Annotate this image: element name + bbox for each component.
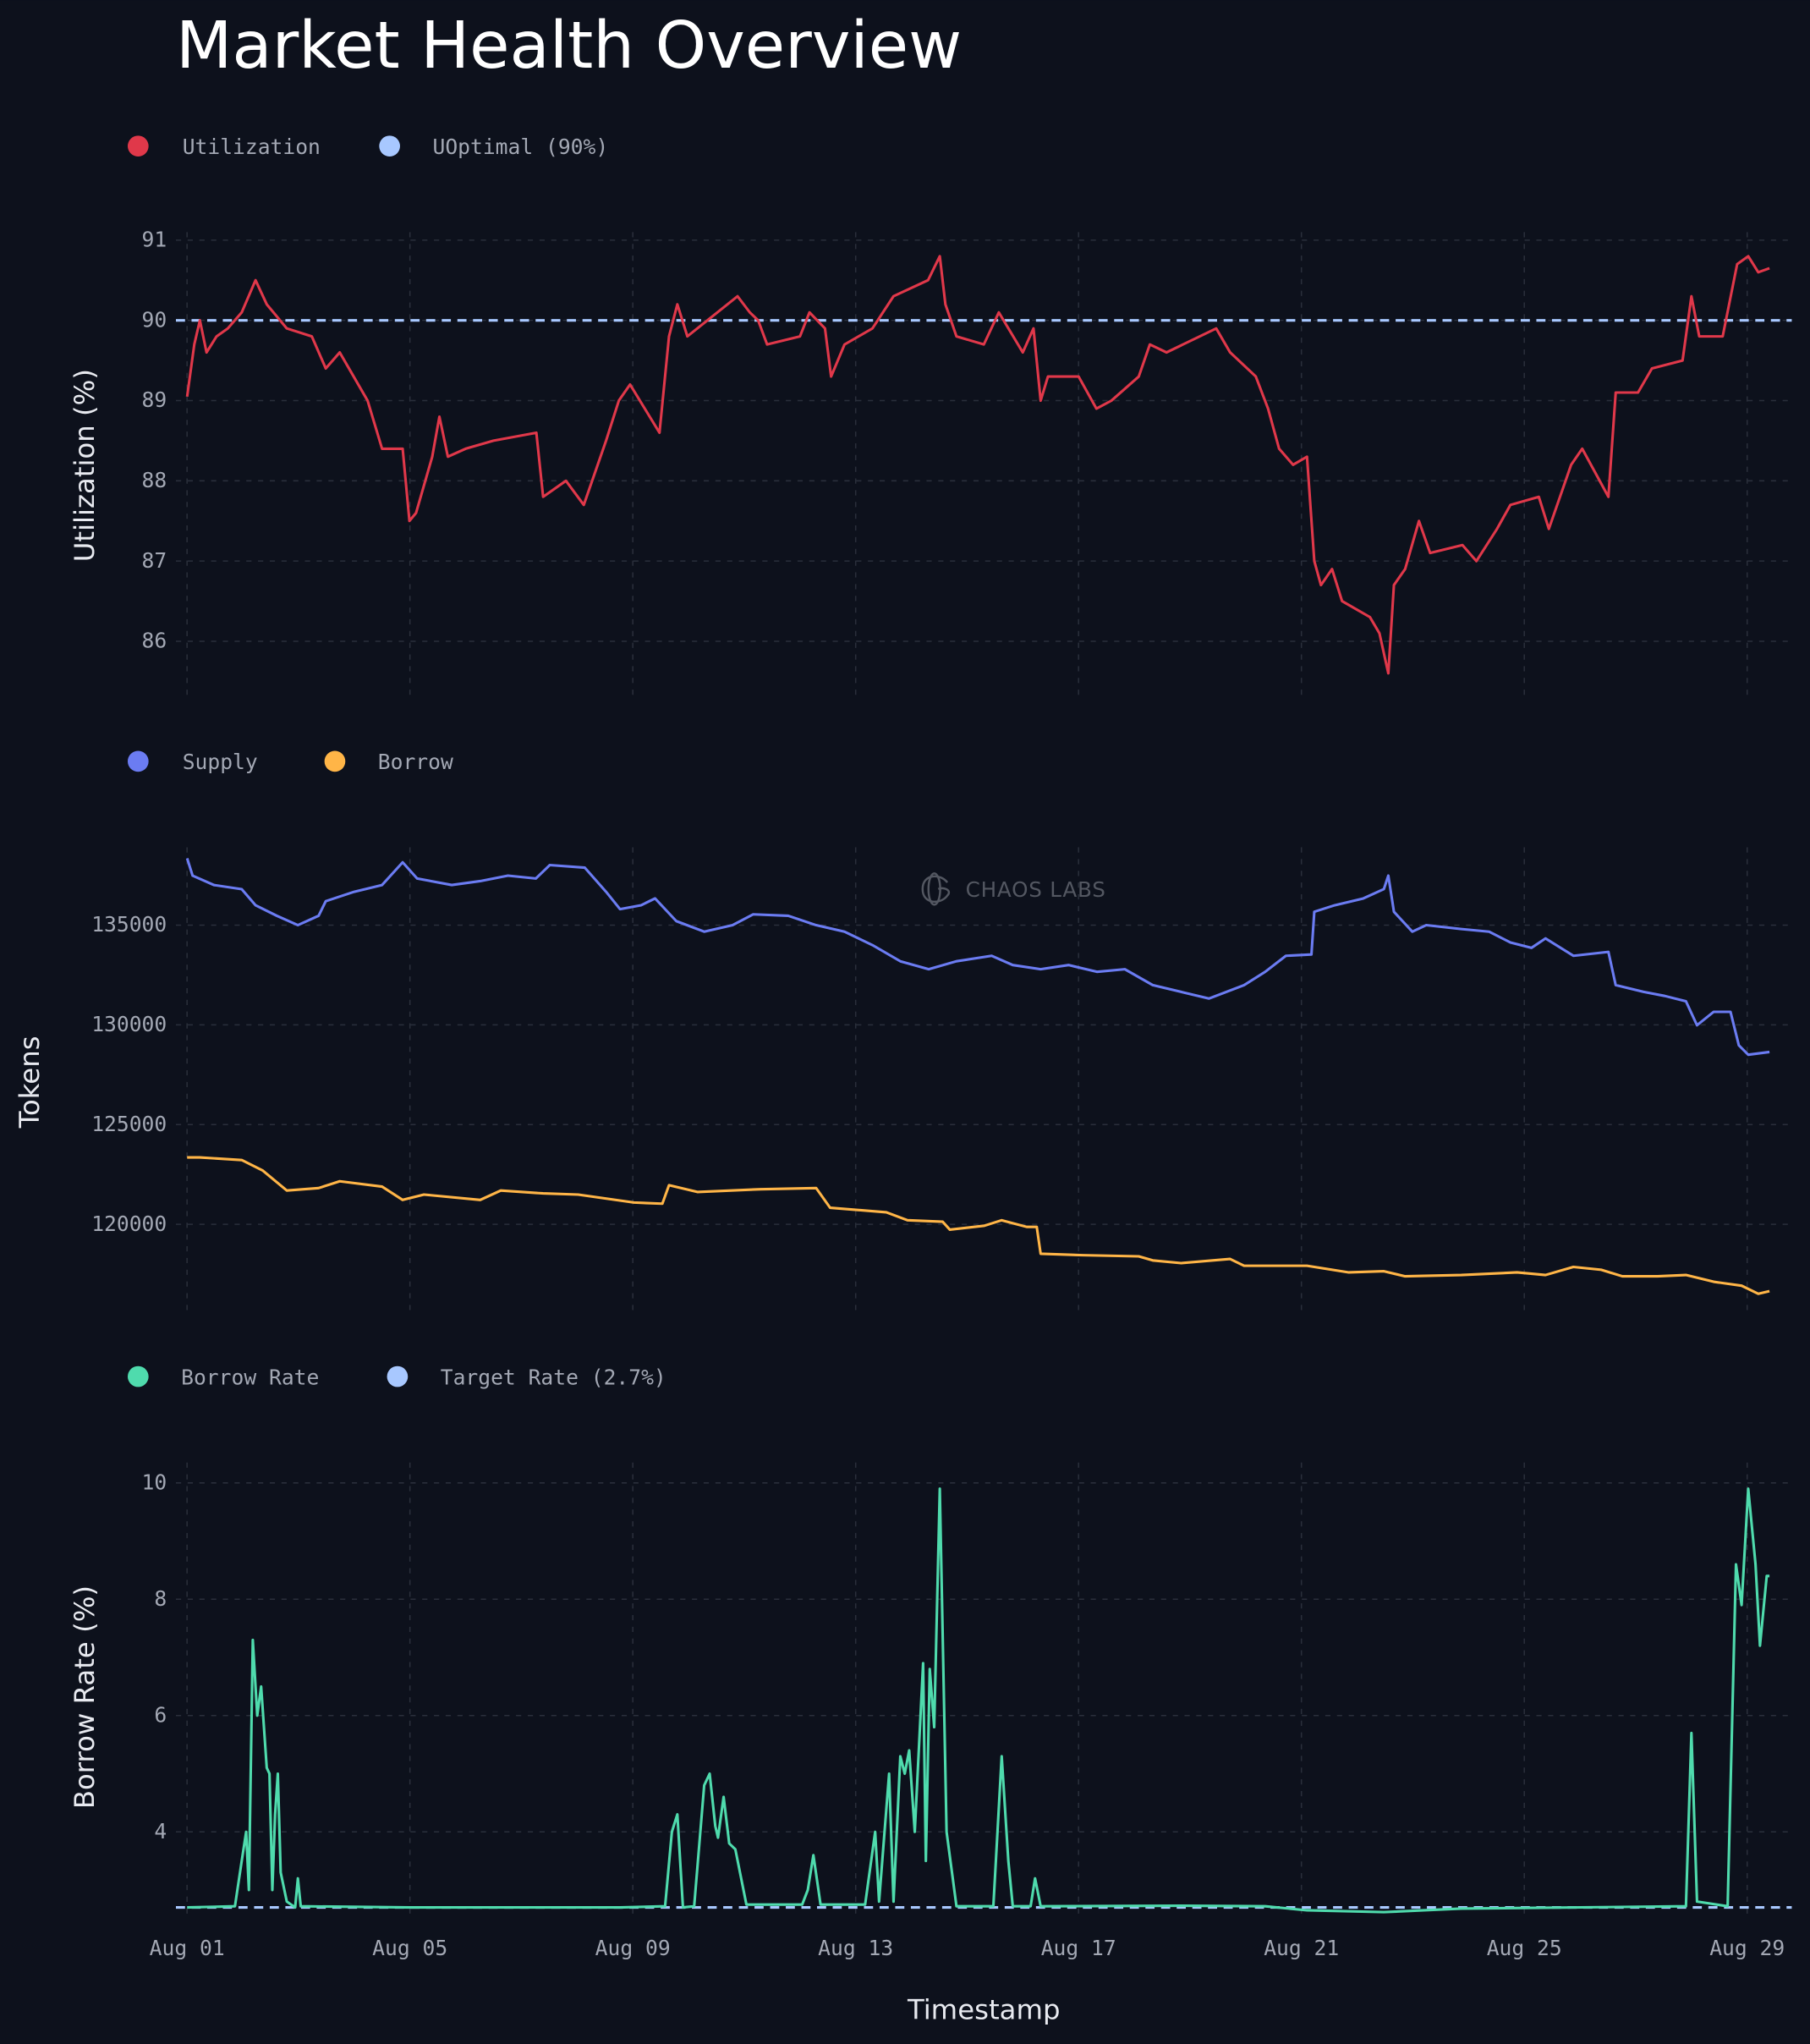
- legend-label: Utilization: [183, 135, 321, 159]
- legend-label: UOptimal (90%): [433, 135, 609, 159]
- legend-tokens: Supply Borrow: [127, 750, 453, 774]
- panel-1: 120000 125000 130000 135000: [91, 847, 1792, 1310]
- y-axis-label-tokens: Tokens: [14, 1036, 46, 1129]
- series-line-supply: [185, 858, 1770, 1057]
- x-tick-label: Aug 05: [372, 1936, 447, 1960]
- legend-marker-supply: [127, 750, 149, 772]
- series-line-utilization: [185, 255, 1770, 675]
- y-tick-label: 91: [142, 228, 167, 252]
- legend-marker-utilization: [127, 135, 149, 157]
- y-tick-label: 88: [142, 468, 167, 492]
- series-line-borrow: [187, 1156, 1770, 1295]
- x-axis: Aug 01 Aug 05 Aug 09 Aug 13 Aug 17 Aug 21 Aug …: [150, 1936, 1785, 1960]
- legend-marker-borrow-rate: [127, 1365, 149, 1387]
- legend-borrow-rate: Borrow Rate Target Rate (2.7%): [127, 1365, 666, 1389]
- legend-marker-target-rate: [387, 1365, 409, 1387]
- chaos-labs-logo-icon: [921, 872, 951, 906]
- y-tick-label: 8: [154, 1586, 167, 1611]
- x-tick-label: Aug 13: [818, 1936, 893, 1960]
- legend-marker-uoptimal: [379, 135, 400, 157]
- y-tick-label: 90: [142, 307, 167, 332]
- x-axis-label: Timestamp: [907, 1994, 1061, 2026]
- panel-0: 86 87 88 89 90 91: [142, 228, 1792, 698]
- y-tick-label: 6: [154, 1702, 167, 1727]
- chaos-labs-watermark: CHAOS LABS: [921, 872, 1106, 906]
- chart-title: Market Health Overview: [176, 8, 962, 84]
- legend-label: Borrow: [378, 750, 453, 774]
- y-tick-label: 135000: [91, 912, 167, 937]
- y-axis-label-borrow-rate: Borrow Rate (%): [69, 1585, 101, 1809]
- series-line-borrow-rate: [187, 1487, 1770, 1914]
- y-axis-label-utilization: Utilization (%): [69, 369, 101, 562]
- y-tick-label: 4: [154, 1819, 167, 1843]
- y-tick-label: 87: [142, 548, 167, 573]
- x-tick-label: Aug 21: [1264, 1936, 1339, 1960]
- panels: 86 87 88 89 90 91 120000 125000 130000 135000 4 6 8 1…: [91, 228, 1792, 1960]
- legend-label: Borrow Rate: [181, 1365, 319, 1389]
- x-tick-label: Aug 29: [1709, 1936, 1785, 1960]
- x-tick-label: Aug 09: [595, 1936, 671, 1960]
- legend-label: Target Rate (2.7%): [441, 1365, 666, 1389]
- x-tick-label: Aug 01: [150, 1936, 225, 1960]
- y-tick-label: 130000: [91, 1012, 167, 1036]
- legend-marker-borrow: [324, 750, 346, 772]
- watermark-text: CHAOS LABS: [966, 877, 1106, 902]
- x-tick-label: Aug 25: [1487, 1936, 1562, 1960]
- y-tick-label: 89: [142, 387, 167, 412]
- y-tick-label: 10: [142, 1470, 167, 1495]
- y-tick-label: 120000: [91, 1212, 167, 1236]
- legend-utilization: Utilization UOptimal (90%): [127, 135, 609, 159]
- legend-label: Supply: [183, 750, 258, 774]
- y-tick-label: 125000: [91, 1112, 167, 1136]
- y-tick-label: 86: [142, 629, 167, 653]
- panel-2: 4 6 8 10: [142, 1462, 1792, 1916]
- x-tick-label: Aug 17: [1041, 1936, 1116, 1960]
